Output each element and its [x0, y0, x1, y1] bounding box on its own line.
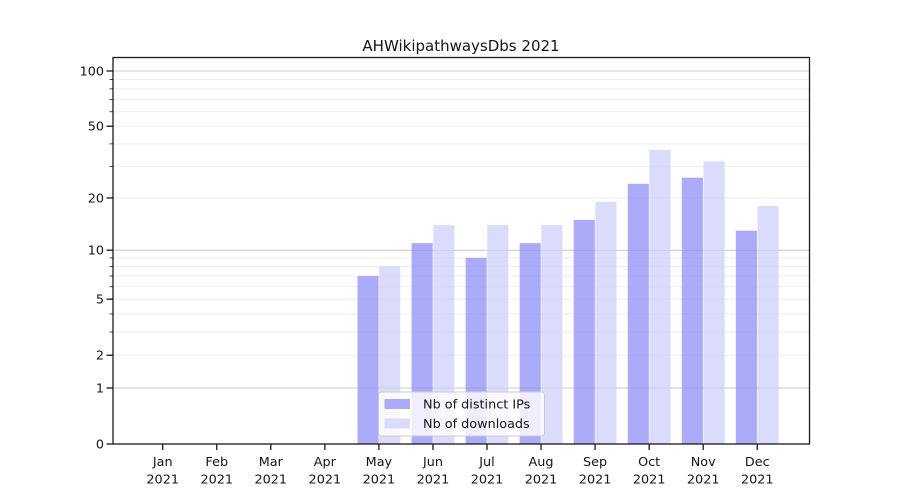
y-tick-label: 50 [88, 120, 104, 135]
bar-downloads [595, 201, 617, 444]
x-tick-label-month: Mar [259, 455, 284, 470]
y-tick-label: 10 [88, 244, 104, 259]
x-tick-label-year: 2021 [146, 473, 179, 488]
bar-downloads [487, 225, 509, 444]
x-tick-label-year: 2021 [525, 473, 558, 488]
x-tick-label-year: 2021 [579, 473, 612, 488]
y-tick-label: 1 [96, 381, 104, 396]
bar-downloads [649, 150, 671, 445]
bar-downloads [703, 161, 725, 445]
chart-title: AHWikipathwaysDbs 2021 [362, 37, 559, 55]
x-tick-label-year: 2021 [363, 473, 396, 488]
x-tick-label-month: Sep [583, 455, 607, 470]
y-tick-label: 2 [96, 349, 104, 364]
bar-distinct-ips [573, 219, 595, 444]
x-tick-label-month: Jul [478, 455, 494, 470]
bar-downloads [757, 206, 779, 444]
x-tick-label-month: Oct [638, 455, 660, 470]
legend-swatch [384, 399, 410, 409]
gridlines [113, 70, 810, 389]
x-tick-label-month: Feb [205, 455, 228, 470]
bar-downloads [541, 225, 563, 444]
x-tick-label-year: 2021 [200, 473, 233, 488]
x-tick-label-month: May [366, 455, 393, 470]
x-tick-label-year: 2021 [741, 473, 774, 488]
y-tick-label: 5 [96, 293, 104, 308]
x-tick-label-year: 2021 [309, 473, 342, 488]
x-tick-label-year: 2021 [417, 473, 450, 488]
x-tick-label-month: Dec [745, 455, 770, 470]
bar-downloads [433, 225, 455, 444]
bar-distinct-ips [357, 275, 379, 444]
x-tick-label-month: Apr [314, 455, 337, 470]
axis-labels: 0 1 2 5 10 20 50 100 Jan 2021 Feb 2021 Mar 2021 Apr 202… [80, 64, 774, 487]
x-tick-label-month: Jun [422, 455, 443, 470]
x-tick-label-year: 2021 [471, 473, 504, 488]
y-tick-label: 100 [80, 64, 104, 79]
x-tick-label-month: Jan [152, 455, 173, 470]
bar-distinct-ips [627, 183, 649, 444]
y-tick-label: 20 [88, 191, 104, 206]
axes [106, 56, 811, 450]
legend-swatch [384, 418, 410, 429]
x-tick-label-month: Nov [691, 455, 716, 470]
x-tick-label-year: 2021 [633, 473, 666, 488]
legend-label: Nb of distinct IPs [423, 398, 531, 413]
y-tick-label: 0 [96, 438, 104, 453]
legend: Nb of distinct IPs Nb of downloads [378, 391, 545, 437]
x-tick-label-year: 2021 [687, 473, 720, 488]
legend-box [378, 391, 545, 437]
bar-distinct-ips [735, 230, 757, 444]
x-tick-label-month: Aug [529, 455, 554, 470]
bar-distinct-ips [681, 177, 703, 444]
x-tick-label-year: 2021 [255, 473, 288, 488]
legend-label: Nb of downloads [423, 417, 530, 432]
